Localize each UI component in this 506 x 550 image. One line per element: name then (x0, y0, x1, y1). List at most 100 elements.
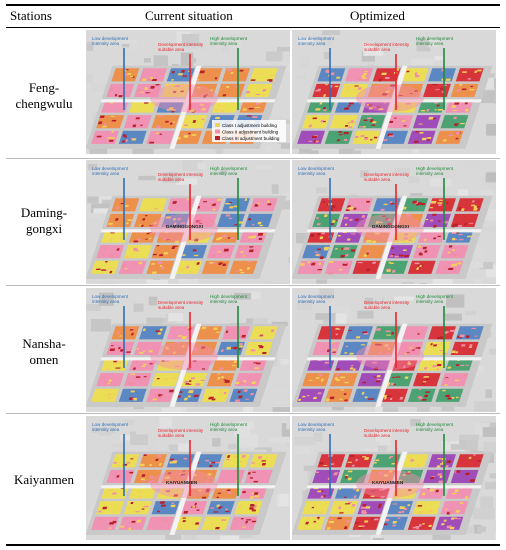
background-building (285, 119, 290, 124)
adjustment-building (182, 345, 185, 348)
adjustment-building (347, 477, 352, 481)
adjustment-building (418, 397, 423, 400)
adjustment-building (336, 139, 341, 142)
adjustment-building (362, 240, 367, 243)
adjustment-building (214, 116, 221, 120)
adjustment-building (107, 222, 114, 225)
adjustment-building (398, 94, 403, 96)
adjustment-building (148, 91, 153, 95)
background-building (221, 41, 229, 54)
adjustment-building (469, 344, 473, 347)
adjustment-building (352, 89, 357, 92)
adjustment-building (349, 352, 354, 355)
adjustment-building (399, 117, 406, 121)
adjustment-building (403, 255, 409, 258)
adjustment-building (225, 330, 229, 333)
adjustment-building (454, 263, 458, 266)
adjustment-building (436, 104, 440, 107)
adjustment-building (107, 489, 114, 492)
adjustment-building (174, 327, 178, 330)
adjustment-building (362, 525, 365, 527)
land-parcel (352, 260, 381, 274)
adjustment-building (157, 394, 163, 396)
adjustment-building (318, 262, 322, 265)
adjustment-building (238, 245, 244, 248)
station-buffer-zone (150, 84, 218, 112)
adjustment-building (383, 474, 389, 477)
high-intensity-pointer-label: High development intensity area (210, 294, 248, 304)
adjustment-building (124, 70, 128, 72)
adjustment-building (233, 205, 239, 208)
adjustment-building (117, 361, 123, 364)
adjustment-building (257, 348, 262, 351)
adjustment-building (438, 480, 444, 483)
adjustment-building (347, 461, 353, 463)
adjustment-building (315, 254, 320, 256)
header-current: Current situation (145, 8, 233, 23)
background-building (298, 152, 311, 154)
adjustment-building (336, 328, 341, 331)
background-building (296, 75, 307, 80)
adjustment-building (143, 376, 147, 378)
adjustment-building (450, 263, 456, 267)
adjustment-building (171, 246, 176, 250)
adjustment-building (240, 517, 244, 520)
adjustment-building (444, 384, 448, 386)
adjustment-building (182, 75, 188, 77)
adjustment-building (421, 137, 427, 141)
background-building (294, 436, 316, 445)
land-parcel (101, 99, 130, 113)
adjustment-building (419, 331, 425, 334)
adjustment-building (414, 525, 420, 529)
adjustment-building (388, 120, 394, 123)
background-building (148, 296, 158, 306)
adjustment-building (453, 116, 457, 120)
adjustment-building (421, 523, 425, 525)
adjustment-building (229, 479, 235, 482)
road (169, 65, 202, 149)
background-building (135, 422, 158, 435)
adjustment-building (348, 329, 352, 331)
station-name-nanshaomen: Nansha- omen (8, 336, 80, 368)
adjustment-building (402, 206, 407, 210)
adjustment-building (253, 492, 259, 495)
adjustment-building (374, 232, 380, 235)
land-parcel (184, 485, 213, 499)
adjustment-building (460, 208, 465, 211)
adjustment-building (199, 70, 206, 74)
adjustment-building (119, 525, 125, 528)
adjustment-building (386, 86, 392, 90)
adjustment-building (424, 250, 428, 253)
adjustment-building (259, 346, 264, 349)
adjustment-building (437, 108, 443, 111)
adjustment-building (315, 140, 320, 143)
adjustment-building (457, 225, 463, 227)
adjustment-building (224, 202, 228, 205)
background-building (100, 282, 117, 284)
adjustment-building (197, 220, 201, 222)
adjustment-building (110, 88, 114, 92)
adjustment-building (354, 522, 360, 524)
adjustment-building (316, 223, 321, 226)
background-building (313, 432, 323, 442)
adjustment-building (430, 489, 435, 492)
adjustment-building (232, 455, 239, 458)
adjustment-building (157, 261, 164, 264)
adjustment-building (170, 110, 175, 113)
adjustment-building (346, 520, 352, 523)
adjustment-building (366, 117, 372, 119)
adjustment-building (397, 517, 401, 519)
adjustment-building (360, 505, 367, 509)
adjustment-building (127, 219, 133, 222)
adjustment-building (419, 264, 422, 267)
adjustment-building (375, 221, 380, 224)
adjustment-building (399, 396, 404, 400)
adjustment-building (177, 218, 182, 221)
land-parcel (244, 83, 273, 98)
adjustment-building (101, 125, 107, 128)
adjustment-building (349, 455, 355, 457)
adjustment-building (447, 251, 451, 254)
adjustment-building (402, 240, 407, 243)
background-building (459, 435, 468, 445)
adjustment-building (200, 346, 206, 349)
